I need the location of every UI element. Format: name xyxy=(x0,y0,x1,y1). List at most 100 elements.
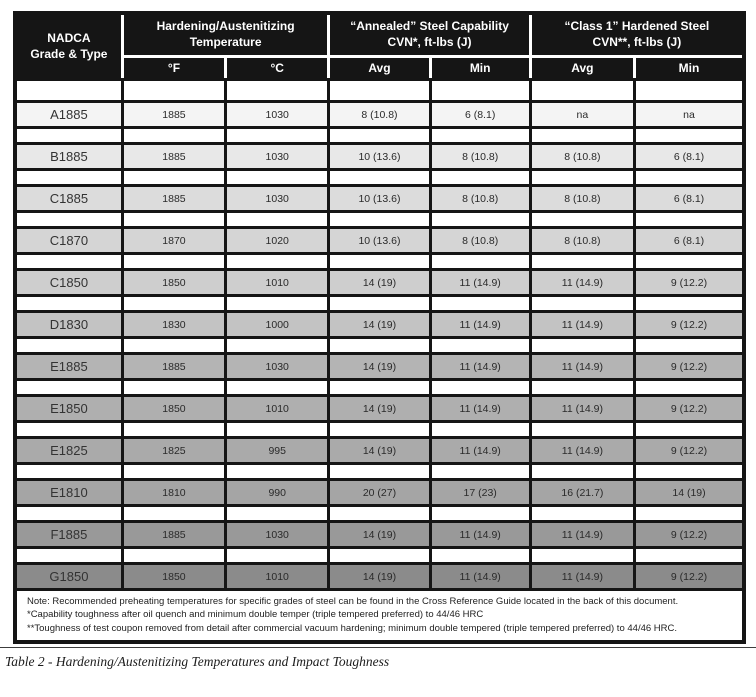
cell-annealed-avg: 14 (19) xyxy=(327,394,432,423)
cell-annealed-min: 8 (10.8) xyxy=(428,226,532,255)
cell-annealed-min: 8 (10.8) xyxy=(428,142,532,171)
note-row: Note: Recommended preheating temperature… xyxy=(13,587,746,644)
spacer-cell xyxy=(428,168,532,187)
spacer-row xyxy=(13,336,746,355)
table-row: E1850 1850 1010 14 (19) 11 (14.9) 11 (14.9) 9 … xyxy=(13,394,746,423)
spacer-cell xyxy=(327,420,432,439)
spacer-cell xyxy=(327,78,432,103)
cell-temp-c: 1030 xyxy=(224,352,331,381)
spacer-cell xyxy=(120,462,228,481)
spacer-cell xyxy=(633,420,746,439)
cell-annealed-avg: 14 (19) xyxy=(327,268,432,297)
cell-grade: D1830 xyxy=(13,310,124,339)
spacer-cell xyxy=(633,126,746,145)
cell-temp-c: 1030 xyxy=(224,520,331,549)
table-row: E1810 1810 990 20 (27) 17 (23) 16 (21.7) 14 (1… xyxy=(13,478,746,507)
cell-class1-min: 14 (19) xyxy=(633,478,746,507)
spacer-cell xyxy=(327,546,432,565)
cell-class1-avg: na xyxy=(528,100,637,129)
spacer-cell xyxy=(633,546,746,565)
note-line-general: Note: Recommended preheating temperature… xyxy=(27,596,679,607)
cell-temp-c: 1030 xyxy=(224,184,331,213)
cell-class1-avg: 11 (14.9) xyxy=(528,352,637,381)
spacer-cell xyxy=(327,504,432,523)
table-row: C1850 1850 1010 14 (19) 11 (14.9) 11 (14.9) 9 … xyxy=(13,268,746,297)
cell-class1-min: 9 (12.2) xyxy=(633,436,746,465)
spacer-cell xyxy=(120,504,228,523)
cell-temp-f: 1850 xyxy=(120,394,228,423)
cell-class1-min: 9 (12.2) xyxy=(633,352,746,381)
cell-class1-min: 9 (12.2) xyxy=(633,562,746,591)
spacer-cell xyxy=(120,546,228,565)
table-row: F1885 1885 1030 14 (19) 11 (14.9) 11 (14.9) 9 … xyxy=(13,520,746,549)
table-row: E1885 1885 1030 14 (19) 11 (14.9) 11 (14.9) 9 … xyxy=(13,352,746,381)
header-class1-group: “Class 1” Hardened Steel CVN**, ft-lbs (… xyxy=(528,11,746,58)
spacer-cell xyxy=(120,78,228,103)
cell-temp-c: 1000 xyxy=(224,310,331,339)
spacer-cell xyxy=(13,126,124,145)
spacer-cell xyxy=(120,210,228,229)
cell-class1-avg: 8 (10.8) xyxy=(528,184,637,213)
cell-temp-c: 1010 xyxy=(224,268,331,297)
cell-temp-c: 995 xyxy=(224,436,331,465)
cell-annealed-avg: 14 (19) xyxy=(327,520,432,549)
spacer-cell xyxy=(327,168,432,187)
document-page: NADCA Grade & Type Hardening/Austenitizi… xyxy=(0,11,756,697)
spacer-cell xyxy=(13,378,124,397)
cell-annealed-avg: 20 (27) xyxy=(327,478,432,507)
spacer-cell xyxy=(120,378,228,397)
cell-annealed-avg: 14 (19) xyxy=(327,310,432,339)
header-grade-line2: Grade & Type xyxy=(30,46,108,61)
cell-class1-avg: 11 (14.9) xyxy=(528,268,637,297)
spacer-cell xyxy=(224,126,331,145)
spacer-cell xyxy=(120,420,228,439)
spacer-row xyxy=(13,252,746,271)
cell-temp-c: 1030 xyxy=(224,142,331,171)
spacer-cell xyxy=(428,210,532,229)
spacer-row xyxy=(13,378,746,397)
spacer-cell xyxy=(528,126,637,145)
cell-annealed-avg: 14 (19) xyxy=(327,562,432,591)
cell-class1-min: 6 (8.1) xyxy=(633,142,746,171)
table-caption: Table 2 - Hardening/Austenitizing Temper… xyxy=(5,653,390,669)
spacer-row xyxy=(13,294,746,313)
cell-grade: G1850 xyxy=(13,562,124,591)
spacer-cell xyxy=(327,336,432,355)
spacer-cell xyxy=(528,168,637,187)
cell-temp-f: 1870 xyxy=(120,226,228,255)
table-row: A1885 1885 1030 8 (10.8) 6 (8.1) na na xyxy=(13,100,746,129)
spacer-cell xyxy=(13,252,124,271)
table-footnotes: Note: Recommended preheating temperature… xyxy=(13,587,746,644)
spacer-cell xyxy=(120,168,228,187)
spacer-cell xyxy=(327,252,432,271)
cell-temp-c: 1020 xyxy=(224,226,331,255)
cell-temp-f: 1810 xyxy=(120,478,228,507)
spacer-cell xyxy=(120,126,228,145)
header-class1-min: Min xyxy=(633,55,746,81)
spacer-cell xyxy=(13,546,124,565)
cell-grade: B1885 xyxy=(13,142,124,171)
header-group-row: NADCA Grade & Type Hardening/Austenitizi… xyxy=(13,11,746,81)
spacer-cell xyxy=(633,210,746,229)
note-cell: Note: Recommended preheating temperature… xyxy=(13,587,746,644)
note-line-capability: *Capability toughness after oil quench a… xyxy=(27,609,484,621)
cell-grade: C1870 xyxy=(13,226,124,255)
spacer-cell xyxy=(120,294,228,313)
cell-class1-min: 6 (8.1) xyxy=(633,226,746,255)
spacer-cell xyxy=(224,546,331,565)
spacer-row xyxy=(13,504,746,523)
header-temp-line2: Temperature xyxy=(189,35,262,49)
cell-annealed-min: 11 (14.9) xyxy=(428,268,532,297)
cell-grade: A1885 xyxy=(13,100,124,129)
header-temperature-group: Hardening/Austenitizing Temperature xyxy=(120,11,331,58)
hardening-temperature-table: NADCA Grade & Type Hardening/Austenitizi… xyxy=(13,11,746,644)
cell-annealed-avg: 14 (19) xyxy=(327,352,432,381)
cell-annealed-min: 6 (8.1) xyxy=(428,100,532,129)
spacer-cell xyxy=(528,294,637,313)
spacer-cell xyxy=(528,546,637,565)
spacer-cell xyxy=(633,252,746,271)
table-row: C1885 1885 1030 10 (13.6) 8 (10.8) 8 (10.8) 6 … xyxy=(13,184,746,213)
cell-annealed-avg: 14 (19) xyxy=(327,436,432,465)
spacer-cell xyxy=(224,168,331,187)
header-annealed-group: “Annealed” Steel Capability CVN*, ft-lbs… xyxy=(327,11,532,58)
